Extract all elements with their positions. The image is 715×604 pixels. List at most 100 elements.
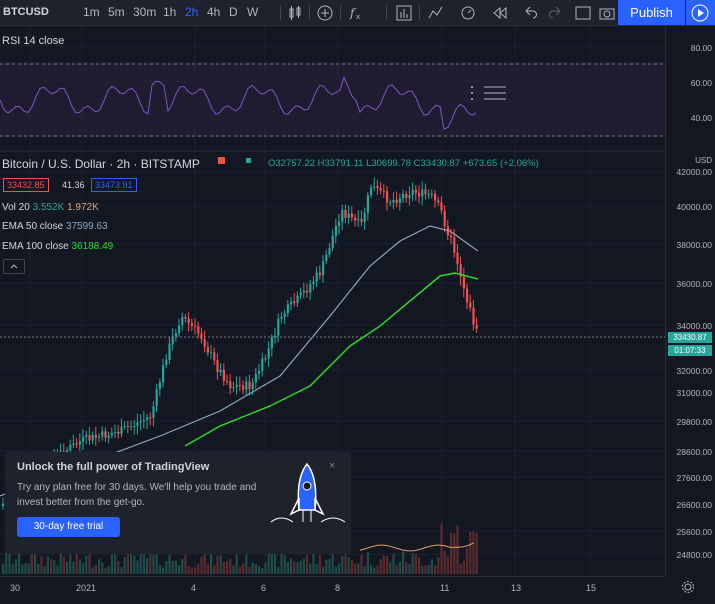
volume-bar — [184, 554, 187, 574]
volume-bar — [216, 555, 219, 574]
publish-button[interactable]: Publish — [618, 0, 685, 25]
candle — [94, 434, 97, 438]
volume-bar — [18, 550, 21, 574]
interval-1m[interactable]: 1m — [83, 5, 100, 19]
candle — [139, 421, 142, 423]
undo-icon[interactable] — [521, 4, 539, 22]
volume-bar — [78, 559, 81, 574]
volume-bar — [219, 555, 222, 574]
candle — [443, 210, 446, 227]
volume-bar — [40, 556, 43, 574]
volume-bar — [462, 560, 465, 574]
currency-label: USD — [695, 156, 712, 165]
candle — [235, 384, 238, 388]
bid-price[interactable]: 33432.85 — [3, 178, 49, 192]
candle — [162, 365, 165, 383]
free-trial-button[interactable]: 30-day free trial — [17, 517, 120, 537]
symbol-search[interactable]: BTCUSD — [3, 6, 49, 18]
replay-icon[interactable] — [459, 4, 477, 22]
candle — [264, 358, 267, 360]
volume-bar — [37, 563, 40, 574]
volume-bar — [424, 565, 427, 574]
rewind-icon[interactable] — [491, 4, 509, 22]
candle — [98, 436, 101, 438]
play-button[interactable] — [686, 0, 715, 25]
volume-bar — [363, 566, 366, 574]
price-axis[interactable]: 80.00 60.00 40.00 USD 42000.00 40000.00 38… — [665, 26, 715, 576]
interval-W[interactable]: W — [247, 5, 259, 19]
candles-icon[interactable] — [286, 4, 304, 22]
settings-gear-icon[interactable] — [681, 580, 695, 594]
candle — [459, 264, 462, 277]
candle — [69, 444, 72, 451]
fullscreen-icon[interactable] — [574, 4, 592, 22]
rocket-icon — [270, 462, 346, 523]
rsi-label[interactable]: RSI 14 close — [2, 35, 65, 47]
time-axis[interactable]: 30 2021 4 6 8 11 13 15 — [0, 576, 665, 604]
volume-bar — [130, 551, 133, 574]
upgrade-popup: Unlock the full power of TradingView Try… — [5, 452, 351, 554]
bar-chart-icon[interactable] — [395, 4, 413, 22]
redo-icon[interactable] — [547, 4, 565, 22]
interval-D[interactable]: D — [229, 5, 238, 19]
chart-canvas[interactable] — [0, 26, 665, 576]
price-axis-label: 42000.00 — [676, 167, 712, 177]
volume-bar — [270, 550, 273, 574]
close-popup-button[interactable]: × — [329, 460, 336, 472]
volume-bar — [203, 550, 206, 574]
volume-bar — [472, 531, 475, 574]
candle — [242, 385, 245, 390]
candle — [280, 316, 283, 319]
volume-bar — [91, 567, 94, 574]
toolbar-divider — [386, 5, 387, 20]
candle — [136, 422, 139, 427]
ask-price[interactable]: 33473.91 — [91, 178, 137, 192]
volume-bar — [434, 564, 437, 574]
symbol-title[interactable]: Bitcoin / U.S. Dollar · 2h · BITSTAMP — [2, 157, 200, 171]
candle — [155, 389, 158, 407]
volume-bar — [357, 563, 360, 574]
candle — [315, 272, 318, 282]
ema100-legend[interactable]: EMA 100 close 36188.49 — [2, 241, 113, 252]
volume-bar — [261, 567, 264, 574]
svg-text:x: x — [356, 13, 360, 21]
volume-bar — [440, 523, 443, 574]
interval-1h[interactable]: 1h — [163, 5, 177, 19]
ema50-legend[interactable]: EMA 50 close 37599.63 — [2, 221, 108, 232]
pane-controls-icon[interactable] — [466, 83, 510, 103]
candle — [232, 387, 235, 389]
volume-bar — [306, 554, 309, 574]
volume-bar — [392, 554, 395, 574]
volume-bars — [2, 523, 478, 574]
interval-5m[interactable]: 5m — [108, 5, 125, 19]
volume-bar — [350, 559, 353, 574]
volume-bar — [264, 562, 267, 574]
interval-30m[interactable]: 30m — [133, 5, 157, 19]
volume-legend[interactable]: Vol 20 3.552K 1.972K — [2, 202, 99, 213]
collapse-legend-button[interactable] — [3, 259, 25, 274]
popup-title: Unlock the full power of TradingView — [17, 461, 210, 473]
candle — [286, 304, 289, 314]
volume-bar — [373, 567, 376, 574]
interval-2h[interactable]: 2h — [185, 5, 199, 19]
volume-bar — [152, 555, 155, 574]
last-price-tag: 33430.87 — [668, 332, 712, 343]
alert-icon[interactable] — [427, 4, 445, 22]
camera-icon[interactable] — [598, 4, 616, 22]
volume-bar — [181, 558, 184, 574]
candle — [254, 373, 257, 383]
add-indicator-icon[interactable] — [316, 4, 334, 22]
volume-bar — [277, 566, 280, 574]
volume-bar — [469, 532, 472, 574]
volume-bar — [309, 563, 312, 574]
volume-bar — [107, 566, 110, 574]
candle — [174, 333, 177, 337]
candle — [133, 426, 136, 428]
candle — [146, 417, 149, 421]
candle — [178, 325, 181, 334]
candle — [184, 317, 187, 319]
interval-4h[interactable]: 4h — [207, 5, 221, 19]
candle — [216, 360, 219, 373]
volume-bar — [251, 562, 254, 574]
